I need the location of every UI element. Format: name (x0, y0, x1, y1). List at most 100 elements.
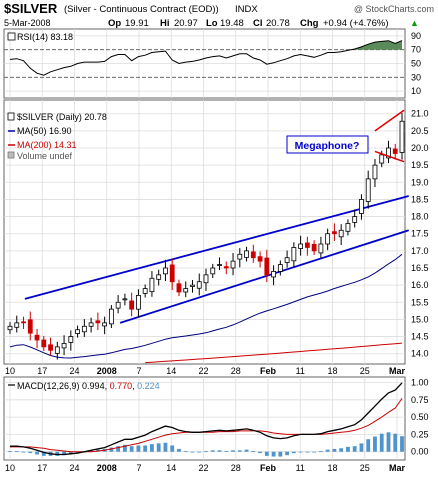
macd-histogram-bar (190, 451, 195, 453)
candle-body (298, 243, 304, 249)
price-y-tick: 16.5 (411, 263, 429, 273)
candle-body (102, 322, 108, 327)
x-tick-label: Feb (260, 366, 277, 376)
macd-histogram-bar (217, 450, 222, 452)
candle-body (332, 231, 337, 235)
candle-body (68, 336, 74, 343)
candle-body (54, 346, 60, 354)
price-y-tick: 14.5 (411, 332, 429, 342)
x-tick-label: Feb (260, 463, 277, 473)
candle-body (345, 223, 351, 232)
candle-body (163, 267, 168, 275)
macd-histogram-bar (298, 451, 303, 453)
macd-histogram-bar (35, 451, 39, 455)
macd-histogram-bar (352, 446, 357, 452)
candle-body (7, 325, 13, 331)
macd-legend-name: MACD(12,26,9) (17, 381, 80, 391)
macd-histogram-bar (291, 451, 296, 454)
x-tick-label: 7 (136, 463, 141, 473)
x-tick-label: 17 (37, 463, 47, 473)
price-y-tick: 20.0 (411, 143, 429, 153)
candle-body (217, 264, 222, 266)
macd-histogram-bar (75, 451, 80, 454)
rsi-y-tick: 90 (411, 31, 421, 41)
macd-histogram-bar (21, 451, 26, 453)
channel-upper-line (24, 195, 409, 300)
macd-histogram-bar (163, 442, 168, 452)
candle-body (291, 247, 297, 262)
macd-histogram-bar (264, 451, 269, 456)
macd-histogram-bar (129, 446, 134, 452)
macd-y-tick: 1.00 (411, 378, 429, 388)
rsi-overbought-fill (158, 40, 402, 50)
rsi-y-tick: 10 (411, 86, 421, 96)
price-y-tick: 19.5 (411, 160, 429, 170)
candle-body (318, 243, 324, 254)
megaphone-upper-line (374, 109, 405, 132)
price-y-tick: 19.0 (411, 177, 429, 187)
megaphone-annotation: Megaphone? (295, 140, 360, 152)
macd-histogram-bar (122, 444, 127, 452)
macd-histogram-bar (156, 443, 161, 452)
candle-body (277, 264, 283, 272)
macd-legend-value: 0.994 (82, 381, 105, 391)
x-tick-label: 10 (5, 463, 15, 473)
candle-body (61, 343, 67, 349)
macd-histogram-bar (271, 451, 276, 457)
macd-histogram-bar (393, 433, 398, 452)
x-tick-label: 22 (198, 366, 208, 376)
candle-body (399, 120, 405, 153)
up-arrow-icon: ▲ (410, 18, 419, 28)
rsi-line (9, 40, 403, 76)
macd-histogram-bar (400, 436, 404, 452)
macd-histogram-bar (312, 451, 317, 453)
ma50-legend: MA(50) 16.90 (17, 126, 72, 136)
candle-body (372, 164, 378, 180)
candle-body (122, 298, 128, 301)
x-tick-label: 28 (231, 463, 241, 473)
x-tick-label: 22 (198, 463, 208, 473)
ma200-line (145, 342, 403, 364)
price-y-tick: 16.0 (411, 280, 429, 290)
macd-histogram-bar (339, 448, 344, 452)
candle-body (338, 229, 344, 238)
candle-body (379, 154, 385, 164)
macd-histogram-bar (183, 451, 188, 452)
candle-body (183, 288, 189, 293)
macd-histogram-bar (366, 439, 371, 452)
macd-histogram-bar (170, 445, 175, 452)
macd-panel-frame (3, 376, 406, 461)
candle-body (81, 325, 87, 333)
macd-histogram-bar (210, 450, 215, 452)
x-tick-label: 2008 (97, 463, 117, 473)
x-tick-label: 25 (360, 366, 370, 376)
volume-legend: Volume undef (17, 151, 73, 161)
price-y-tick: 17.5 (411, 229, 429, 239)
macd-histogram-bar (285, 451, 290, 456)
quote-high-label: Hi (160, 18, 170, 29)
candle-body (149, 277, 155, 293)
x-tick-label: 2008 (97, 366, 117, 376)
candle-body (115, 301, 121, 309)
macd-histogram-bar (68, 451, 73, 454)
candle-body (284, 257, 290, 263)
macd-histogram-bar (28, 451, 33, 454)
candle-body (169, 264, 175, 283)
candle-body (264, 257, 270, 276)
quote-change-label: Chg (300, 18, 319, 29)
price-legend-swatch (7, 112, 15, 121)
candle-body (244, 250, 249, 258)
x-tick-label: Mar (389, 463, 406, 473)
macd-legend: MACD(12,26,9) 0.994, 0.770, 0.224 (17, 381, 160, 391)
quote-low-label: Lo (206, 18, 218, 29)
macd-line (10, 382, 403, 456)
quote-open: 19.91 (125, 18, 149, 29)
price-y-tick: 18.0 (411, 212, 429, 222)
macd-histogram-bar (278, 451, 283, 457)
macd-legend-signal: 0.770 (110, 381, 133, 391)
price-legend-symbol: $SILVER (Daily) 20.78 (17, 112, 107, 122)
x-tick-label: 10 (5, 366, 15, 376)
quote-open-label: Op (108, 18, 121, 29)
